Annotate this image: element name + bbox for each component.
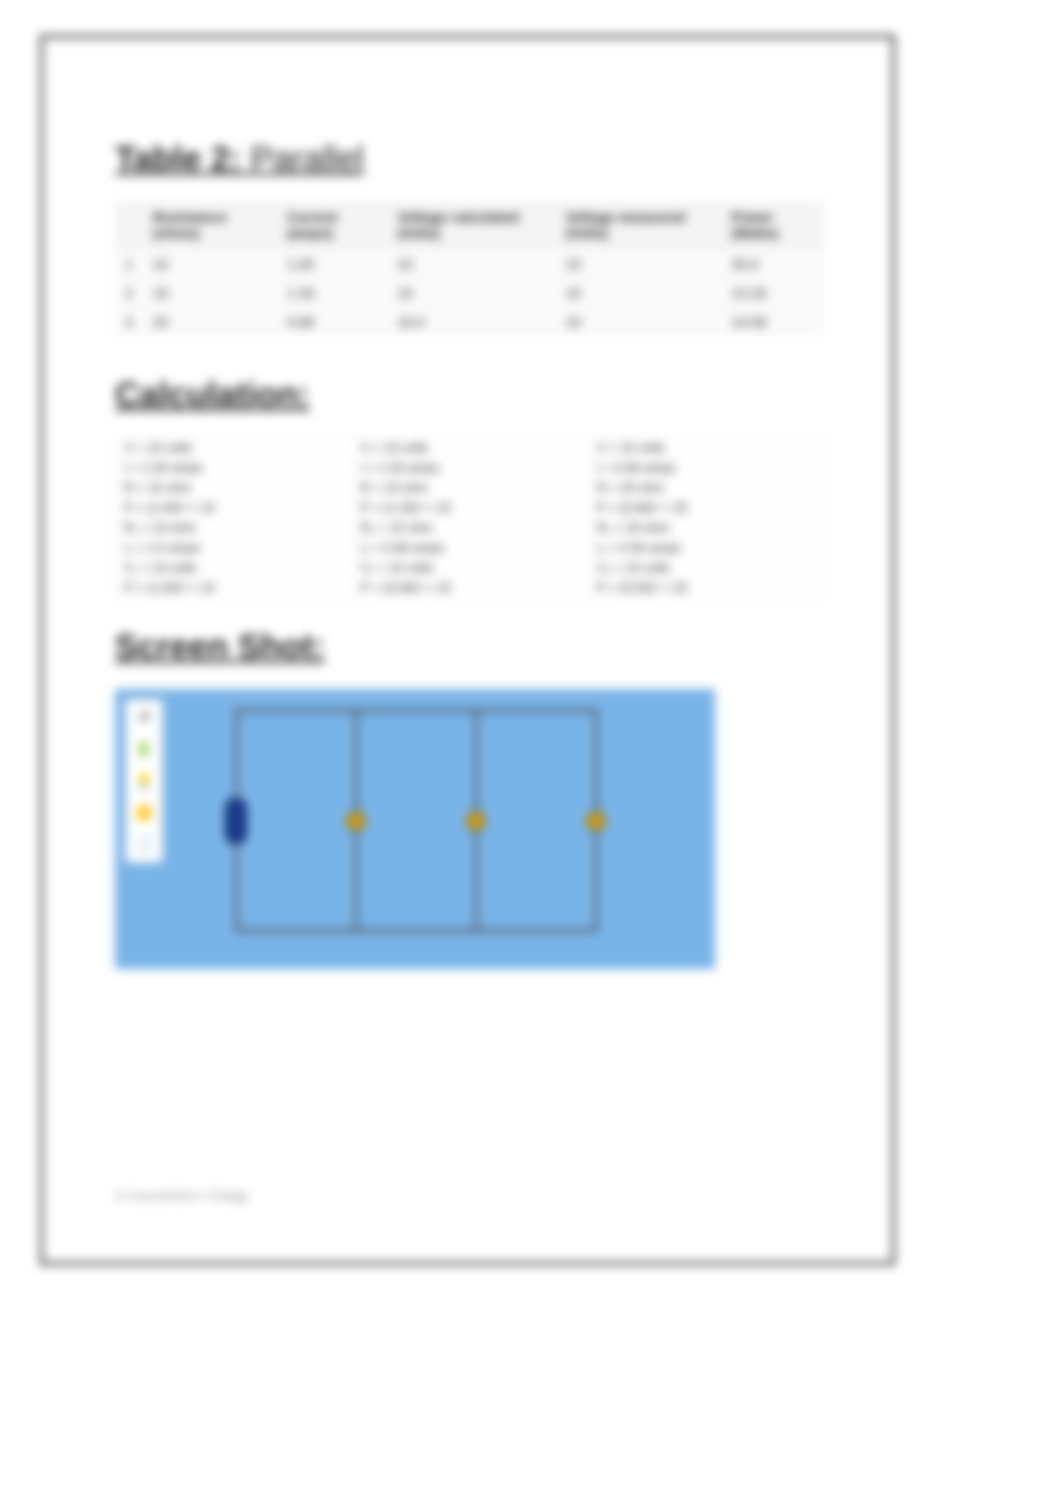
tool-battery-icon[interactable]: 🔋 (133, 738, 155, 760)
col-blank (115, 201, 143, 250)
resistor-node-icon (346, 811, 366, 831)
document-content: Table 2: Parallel Resistance (ohms) Curr… (115, 140, 825, 969)
tool-resistor-icon[interactable]: 🟡 (133, 802, 155, 824)
col-resistance: Resistance (ohms) (143, 201, 277, 250)
tool-reset-icon[interactable]: ↺ (133, 706, 155, 728)
col-vcalc: Voltage calculated (Volts) (387, 201, 555, 250)
table-heading-label: Table 2: (115, 140, 241, 178)
col-power: Power (Watts) (721, 201, 825, 250)
table-heading-sub: Parallel (250, 140, 363, 178)
circuit-screenshot: ↺ 🔋 💡 🟡 📄 (115, 689, 715, 969)
wire (235, 709, 595, 712)
tool-more-icon[interactable]: 📄 (133, 834, 155, 856)
footer-watermark: © CourseHero / Chegg (115, 1188, 247, 1203)
parallel-circuit-diagram (235, 709, 675, 949)
calc-heading: Calculation: (115, 376, 825, 415)
resistor-node-icon (586, 811, 606, 831)
table-row: 1 10 1.00 10 10 30.0 (115, 250, 825, 279)
battery-icon (225, 798, 247, 844)
tool-bulb-icon[interactable]: 💡 (133, 770, 155, 792)
col-current: Current (amps) (277, 201, 387, 250)
screenshot-heading: Screen Shot: (115, 628, 825, 667)
table-heading: Table 2: Parallel (115, 140, 825, 179)
wire (235, 929, 595, 932)
table-row: 2 15 1.33 10 10 13.33 (115, 279, 825, 308)
sim-toolbar: ↺ 🔋 💡 🟡 📄 (125, 699, 163, 863)
calc-table: V = 10 voltsV = 10 voltsV = 10 volts I =… (115, 437, 825, 598)
resistor-node-icon (466, 811, 486, 831)
table-row: 3 20 0.66 10.0 10 14.58 (115, 308, 825, 337)
parallel-table: Resistance (ohms) Current (amps) Voltage… (115, 201, 825, 336)
col-vmeas: Voltage measured (Volts) (556, 201, 722, 250)
